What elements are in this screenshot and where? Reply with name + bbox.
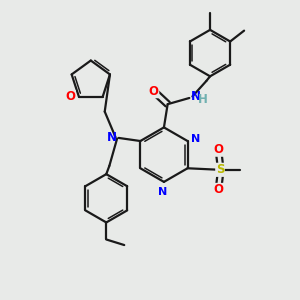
- Text: O: O: [149, 85, 159, 98]
- Text: O: O: [214, 143, 224, 156]
- Text: N: N: [107, 131, 117, 144]
- Text: N: N: [191, 90, 201, 103]
- Text: O: O: [214, 183, 224, 196]
- Text: N: N: [191, 134, 200, 145]
- Text: H: H: [198, 93, 208, 106]
- Text: N: N: [158, 187, 167, 197]
- Text: S: S: [216, 163, 224, 176]
- Text: O: O: [65, 90, 75, 104]
